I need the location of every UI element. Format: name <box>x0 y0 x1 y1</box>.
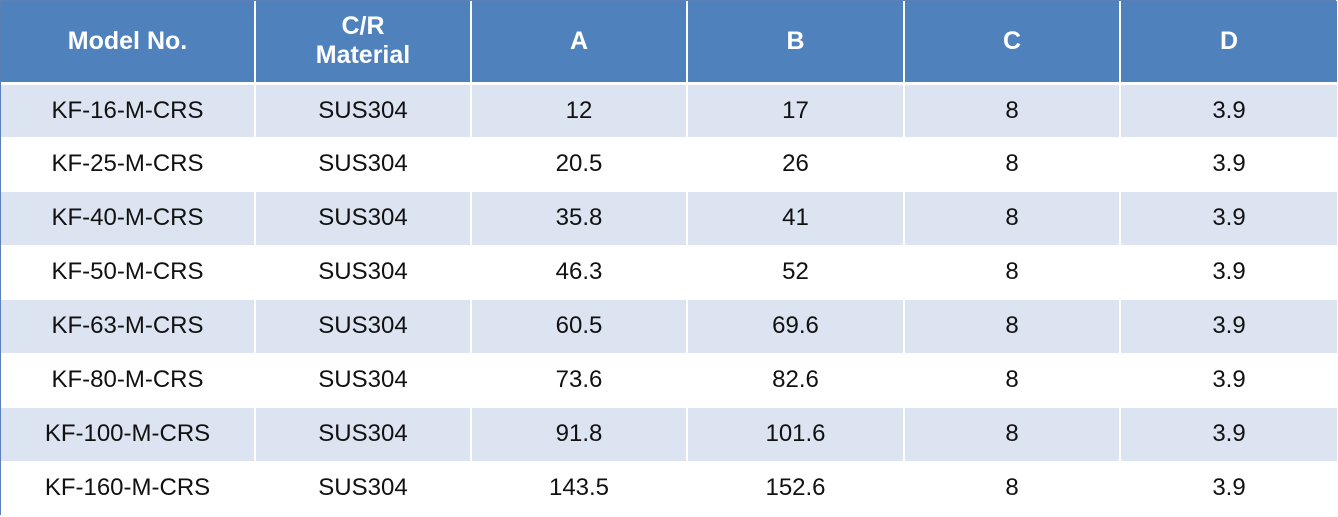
cell-b: 101.6 <box>686 406 905 462</box>
cell-c: 8 <box>903 136 1121 192</box>
cell-a: 143.5 <box>470 460 688 516</box>
table-row: KF-63-M-CRS SUS304 60.5 69.6 8 3.9 <box>1 298 1337 354</box>
header-d: D <box>1119 1 1337 85</box>
cell-material: SUS304 <box>254 190 472 246</box>
header-model-no: Model No. <box>1 1 256 85</box>
cell-b: 82.6 <box>686 352 905 408</box>
cell-a: 12 <box>470 82 688 138</box>
cell-a: 60.5 <box>470 298 688 354</box>
cell-model-no: KF-16-M-CRS <box>1 82 256 138</box>
cell-model-no: KF-100-M-CRS <box>1 406 256 462</box>
cell-model-no: KF-80-M-CRS <box>1 352 256 408</box>
table-body: KF-16-M-CRS SUS304 12 17 8 3.9 KF-25-M-C… <box>1 82 1337 516</box>
table-row: KF-25-M-CRS SUS304 20.5 26 8 3.9 <box>1 136 1337 192</box>
cell-c: 8 <box>903 460 1121 516</box>
cell-b: 26 <box>686 136 905 192</box>
cell-a: 20.5 <box>470 136 688 192</box>
header-a-label: A <box>569 26 589 55</box>
cell-model-no: KF-25-M-CRS <box>1 136 256 192</box>
cell-model-no: KF-63-M-CRS <box>1 298 256 354</box>
cell-d: 3.9 <box>1119 136 1337 192</box>
cell-b: 69.6 <box>686 298 905 354</box>
table-row: KF-80-M-CRS SUS304 73.6 82.6 8 3.9 <box>1 352 1337 408</box>
cell-a: 46.3 <box>470 244 688 300</box>
cell-material: SUS304 <box>254 460 472 516</box>
table-row: KF-50-M-CRS SUS304 46.3 52 8 3.9 <box>1 244 1337 300</box>
cell-a: 35.8 <box>470 190 688 246</box>
header-cr-material-line2: Material <box>315 41 411 70</box>
cell-c: 8 <box>903 190 1121 246</box>
header-c: C <box>903 1 1121 85</box>
cell-b: 52 <box>686 244 905 300</box>
cell-b: 152.6 <box>686 460 905 516</box>
header-cr-material: C/R Material <box>254 1 472 85</box>
table-row: KF-100-M-CRS SUS304 91.8 101.6 8 3.9 <box>1 406 1337 462</box>
cell-material: SUS304 <box>254 298 472 354</box>
cell-d: 3.9 <box>1119 82 1337 138</box>
cell-material: SUS304 <box>254 82 472 138</box>
cell-d: 3.9 <box>1119 352 1337 408</box>
header-a: A <box>470 1 688 85</box>
header-row: Model No. C/R Material A B C D <box>1 1 1337 85</box>
table-row: KF-40-M-CRS SUS304 35.8 41 8 3.9 <box>1 190 1337 246</box>
cell-b: 41 <box>686 190 905 246</box>
cell-d: 3.9 <box>1119 244 1337 300</box>
table-row: KF-160-M-CRS SUS304 143.5 152.6 8 3.9 <box>1 460 1337 516</box>
header-b: B <box>686 1 905 85</box>
cell-a: 91.8 <box>470 406 688 462</box>
cell-c: 8 <box>903 298 1121 354</box>
cell-b: 17 <box>686 82 905 138</box>
cell-d: 3.9 <box>1119 460 1337 516</box>
header-d-label: D <box>1219 26 1239 55</box>
header-cr-material-line1: C/R <box>341 12 385 41</box>
header-b-label: B <box>786 26 805 55</box>
cell-material: SUS304 <box>254 244 472 300</box>
table-row: KF-16-M-CRS SUS304 12 17 8 3.9 <box>1 82 1337 138</box>
cell-d: 3.9 <box>1119 406 1337 462</box>
table-header: Model No. C/R Material A B C D <box>1 1 1337 85</box>
cell-model-no: KF-50-M-CRS <box>1 244 256 300</box>
cell-d: 3.9 <box>1119 190 1337 246</box>
cell-c: 8 <box>903 244 1121 300</box>
cell-material: SUS304 <box>254 406 472 462</box>
cell-material: SUS304 <box>254 136 472 192</box>
cell-c: 8 <box>903 82 1121 138</box>
header-model-no-label: Model No. <box>67 26 188 55</box>
cell-model-no: KF-40-M-CRS <box>1 190 256 246</box>
cell-model-no: KF-160-M-CRS <box>1 460 256 516</box>
cell-c: 8 <box>903 406 1121 462</box>
cell-d: 3.9 <box>1119 298 1337 354</box>
cell-c: 8 <box>903 352 1121 408</box>
header-c-label: C <box>1002 26 1022 55</box>
cell-a: 73.6 <box>470 352 688 408</box>
cell-material: SUS304 <box>254 352 472 408</box>
